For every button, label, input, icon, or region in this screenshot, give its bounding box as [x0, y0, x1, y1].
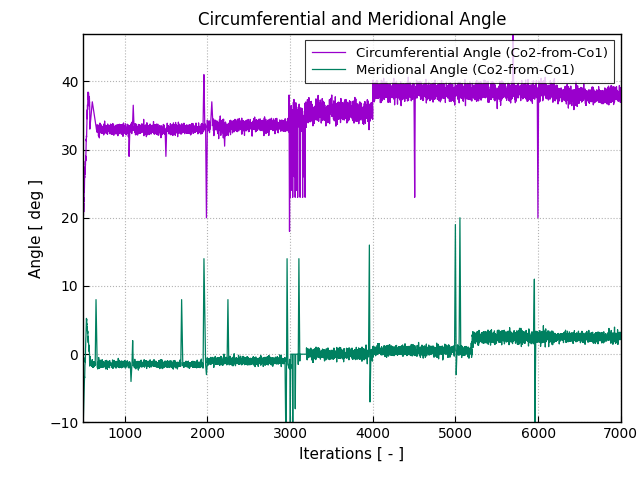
Circumferential Angle (Co2-from-Co1) [79, 218, 87, 224]
Line: Meridional Angle (Co2-from-Co1): Meridional Angle (Co2-from-Co1) [83, 218, 621, 422]
Meridional Angle (Co2-from-Co1) [456, 215, 464, 221]
Meridional Angle (Co2-from-Co1) [395, 351, 403, 357]
Meridional Angle (Co2-from-Co1) [79, 420, 87, 425]
Meridional Angle (Co2-from-Co1) [617, 330, 625, 336]
Legend: Circumferential Angle (Co2-from-Co1), Meridional Angle (Co2-from-Co1): Circumferential Angle (Co2-from-Co1), Me… [305, 40, 614, 84]
Circumferential Angle (Co2-from-Co1) [251, 119, 259, 125]
Circumferential Angle (Co2-from-Co1) [617, 84, 625, 90]
X-axis label: Iterations [ - ]: Iterations [ - ] [300, 447, 404, 462]
Circumferential Angle (Co2-from-Co1) [129, 126, 136, 132]
Meridional Angle (Co2-from-Co1) [598, 335, 605, 340]
Circumferential Angle (Co2-from-Co1) [395, 83, 403, 88]
Meridional Angle (Co2-from-Co1) [129, 355, 136, 360]
Y-axis label: Angle [ deg ]: Angle [ deg ] [29, 179, 44, 277]
Meridional Angle (Co2-from-Co1) [558, 336, 566, 342]
Circumferential Angle (Co2-from-Co1) [340, 100, 348, 106]
Meridional Angle (Co2-from-Co1) [251, 358, 259, 364]
Circumferential Angle (Co2-from-Co1) [509, 31, 516, 36]
Title: Circumferential and Meridional Angle: Circumferential and Meridional Angle [198, 11, 506, 29]
Line: Circumferential Angle (Co2-from-Co1): Circumferential Angle (Co2-from-Co1) [83, 34, 621, 231]
Meridional Angle (Co2-from-Co1) [340, 353, 348, 359]
Circumferential Angle (Co2-from-Co1) [558, 88, 566, 94]
Circumferential Angle (Co2-from-Co1) [285, 228, 293, 234]
Circumferential Angle (Co2-from-Co1) [598, 89, 605, 95]
